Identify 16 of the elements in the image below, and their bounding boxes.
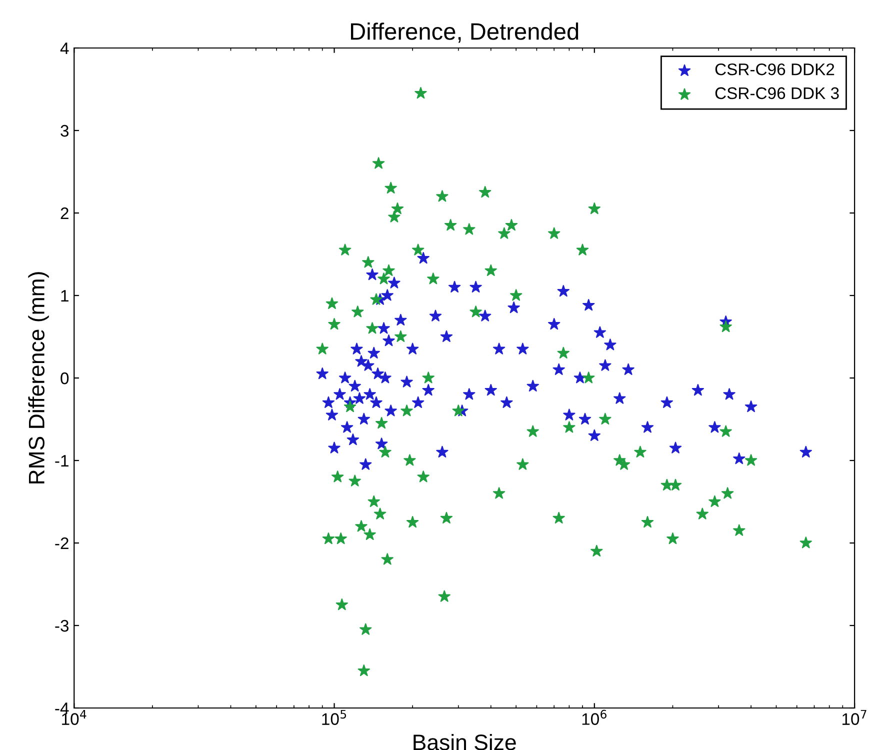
y-tick-label: -3 bbox=[55, 620, 69, 632]
y-tick-label: 3 bbox=[60, 124, 69, 137]
y-tick-label: 2 bbox=[60, 207, 68, 220]
y-tick-label: 4 bbox=[60, 42, 69, 54]
y-axis-title: RMS Difference (mm) bbox=[28, 272, 49, 484]
chart-title: Difference, Detrended bbox=[350, 22, 578, 43]
x-tick-label: 10$^{6}$ bbox=[582, 710, 606, 725]
legend-label: CSR-C96 DDK2 bbox=[715, 63, 834, 76]
x-tick-label: 10$^{5}$ bbox=[322, 710, 346, 725]
y-tick-label: -1 bbox=[55, 455, 68, 467]
y-tick-label: 1 bbox=[61, 290, 68, 302]
y-tick-label: -2 bbox=[55, 537, 68, 550]
x-axis-title: Basin Size bbox=[414, 734, 516, 750]
y-tick-label: 0 bbox=[60, 372, 69, 384]
legend-label: CSR-C96 DDK 3 bbox=[715, 87, 839, 100]
x-tick-label: 10$^{7}$ bbox=[842, 710, 866, 725]
